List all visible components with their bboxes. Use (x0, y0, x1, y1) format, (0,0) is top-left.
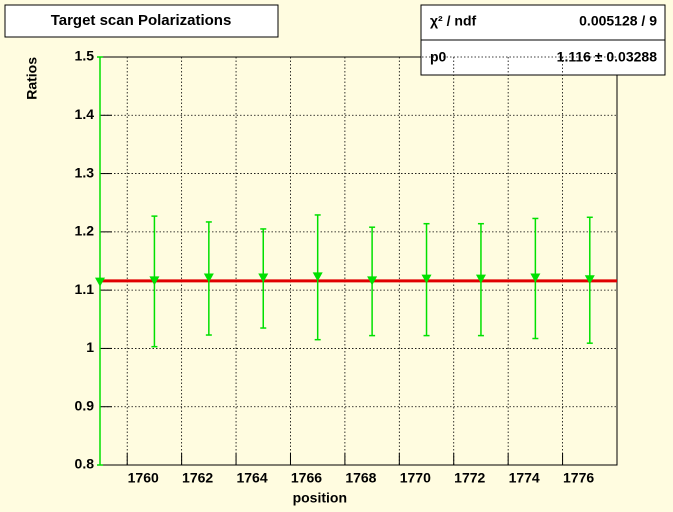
y-tick-label: 1.5 (75, 48, 95, 64)
marker (95, 277, 105, 287)
y-tick-label: 1.1 (75, 281, 95, 297)
plot-frame (99, 56, 618, 466)
stats-label: χ² / ndf (430, 13, 476, 29)
marker (258, 273, 269, 283)
marker (475, 274, 486, 284)
x-tick-label: 1766 (291, 470, 322, 486)
marker (312, 272, 323, 282)
x-tick-label: 1768 (345, 470, 376, 486)
y-tick-label: 1.2 (75, 223, 95, 239)
x-tick-label: 1774 (509, 470, 540, 486)
y-tick-label: 1 (86, 339, 94, 355)
title-box (4, 4, 279, 38)
x-tick-label: 1772 (454, 470, 485, 486)
y-axis-label: Ratios (24, 57, 40, 100)
y-tick-label: 0.9 (75, 397, 95, 413)
x-tick-label: 1760 (128, 470, 159, 486)
x-tick-label: 1764 (236, 470, 267, 486)
marker (530, 273, 541, 283)
x-tick-label: 1776 (563, 470, 594, 486)
stats-value: 0.005128 / 9 (579, 13, 657, 29)
x-tick-label: 1770 (400, 470, 431, 486)
marker (421, 274, 432, 284)
x-tick-label: 1762 (182, 470, 213, 486)
x-axis-label: position (293, 490, 347, 506)
marker (584, 275, 595, 285)
marker (203, 273, 214, 283)
y-tick-label: 0.8 (75, 456, 95, 472)
stats-value: 1.116 ± 0.03288 (557, 49, 658, 65)
marker (367, 276, 378, 286)
stats-label: p0 (430, 49, 447, 65)
chart-title: Target scan Polarizations (51, 12, 232, 29)
y-tick-label: 1.3 (75, 164, 95, 180)
marker (149, 276, 160, 286)
y-tick-label: 1.4 (75, 106, 95, 122)
